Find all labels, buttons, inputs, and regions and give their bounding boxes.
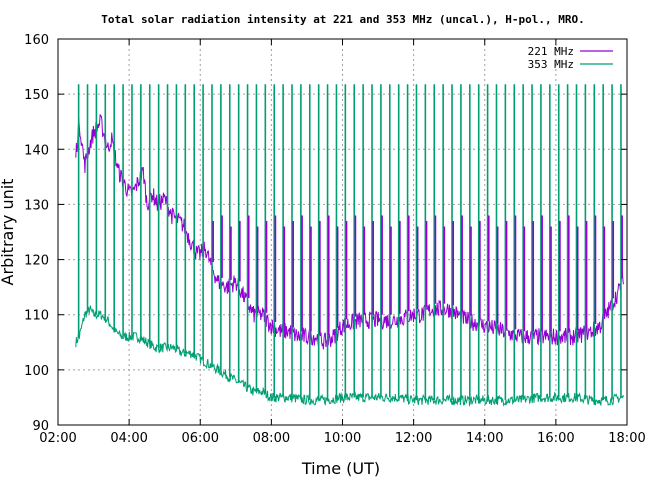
- y-tick-label: 160: [24, 33, 49, 48]
- plot-area: [75, 84, 624, 407]
- x-tick-label: 10:00: [324, 431, 361, 446]
- legend-label: 221 MHz: [528, 45, 574, 58]
- y-axis-label: Arbitrary unit: [0, 179, 17, 286]
- x-axis-label: Time (UT): [301, 459, 380, 478]
- y-tick-label: 90: [32, 419, 49, 434]
- x-tick-label: 02:00: [39, 431, 76, 446]
- y-tick-label: 100: [24, 364, 49, 379]
- x-tick-label: 18:00: [608, 431, 645, 446]
- axis-ticks: 90 100 110 120 130 140 150 160 02:00 04:00 06:00 08…: [24, 33, 646, 446]
- y-tick-label: 120: [24, 254, 49, 269]
- series-line-353mhz: [75, 305, 624, 407]
- x-tick-label: 04:00: [110, 431, 147, 446]
- y-tick-label: 150: [24, 88, 49, 103]
- x-tick-label: 12:00: [395, 431, 432, 446]
- y-tick-label: 140: [24, 143, 49, 158]
- x-tick-label: 16:00: [537, 431, 574, 446]
- y-tick-label: 110: [24, 309, 49, 324]
- chart-title: Total solar radiation intensity at 221 a…: [101, 13, 584, 26]
- x-tick-label: 14:00: [466, 431, 503, 446]
- y-tick-label: 130: [24, 198, 49, 213]
- legend-label: 353 MHz: [528, 58, 574, 71]
- x-tick-label: 06:00: [182, 431, 219, 446]
- x-tick-label: 08:00: [253, 431, 290, 446]
